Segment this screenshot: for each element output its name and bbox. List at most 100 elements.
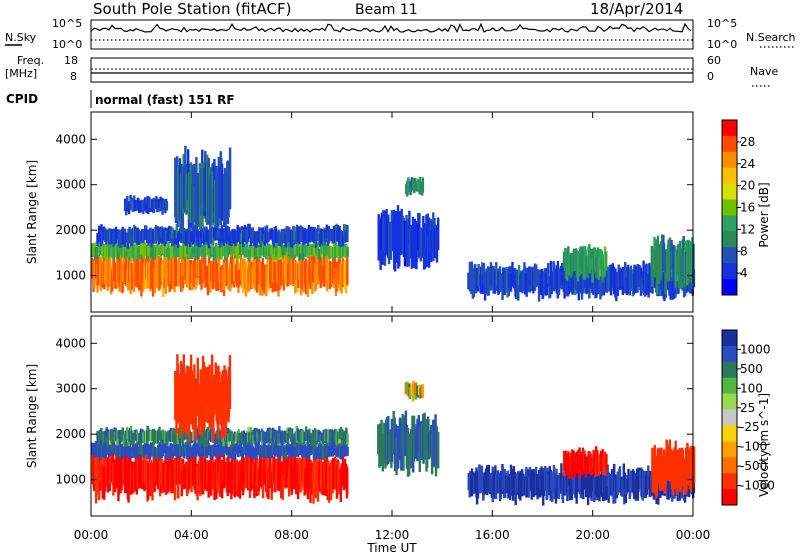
data-cell-0-288	[331, 458, 335, 490]
colorbar-swatch-9	[722, 473, 737, 490]
data-cell-6-45	[505, 475, 508, 494]
data-cell-6-41	[501, 466, 505, 492]
data-cell-6-20	[394, 226, 397, 272]
data-cell-0-191	[251, 267, 254, 289]
data-cell-4-5	[127, 201, 131, 215]
data-cell-6-208	[641, 477, 644, 501]
data-cell-2-18	[111, 229, 114, 243]
power-heatmap	[91, 145, 696, 302]
data-cell-2-236	[293, 226, 296, 241]
data-cell-7-150	[592, 266, 596, 291]
data-cell-1-243	[294, 245, 297, 256]
data-cell-0-50	[132, 270, 136, 293]
y-tick-label-2: 3000	[55, 178, 86, 192]
colorbar-swatch-1	[722, 345, 737, 363]
data-cell-2-219	[279, 431, 282, 442]
data-cell-1-163	[227, 242, 230, 255]
data-cell-4-43	[159, 200, 162, 212]
data-cell-5-22	[395, 437, 398, 476]
data-cell-2-299	[346, 226, 349, 243]
data-cell-2-112	[189, 230, 193, 243]
data-cell-0-115	[187, 258, 190, 286]
data-cell-6-61	[428, 217, 431, 268]
data-cell-1-96	[171, 447, 174, 459]
data-cell-5-12	[414, 182, 418, 192]
colorbar-tick-label-0: 28	[740, 135, 755, 149]
data-cell-3-11	[183, 367, 186, 433]
data-cell-6-181	[618, 466, 622, 492]
data-cell-0-288	[331, 251, 335, 284]
data-cell-0-273	[319, 260, 322, 289]
data-cell-2-184	[250, 227, 253, 240]
data-cell-1-278	[323, 240, 327, 254]
data-cell-1-249	[299, 443, 302, 456]
data-cell-0-171	[234, 460, 237, 498]
colorbar-swatch-9	[722, 263, 737, 280]
data-cell-2-233	[291, 428, 294, 440]
data-cell-1-186	[246, 443, 250, 457]
data-cell-0-88	[164, 261, 167, 294]
data-cell-7-60	[517, 265, 521, 285]
data-cell-7-146	[589, 268, 592, 289]
data-cell-6-22	[486, 465, 489, 496]
data-cell-4-50	[165, 201, 169, 211]
data-cell-6-16	[480, 465, 484, 493]
data-cell-7-213	[645, 263, 648, 295]
data-cell-1-67	[147, 242, 150, 256]
colorbar-swatch-4	[722, 183, 737, 200]
data-cell-9-15	[662, 243, 666, 268]
data-cell-6-51	[419, 227, 422, 258]
colorbar-tick-label-5: -100	[740, 440, 767, 454]
data-cell-0-46	[129, 258, 132, 294]
data-cell-1-105	[178, 441, 182, 456]
data-cell-2-212	[273, 429, 276, 438]
data-cell-1-52	[134, 242, 137, 257]
data-cell-1-297	[340, 447, 343, 460]
colorbar-tick-label-1: 24	[740, 157, 755, 171]
data-cell-6-6	[382, 210, 385, 251]
data-cell-0-49	[132, 254, 135, 276]
data-cell-2-250	[305, 429, 308, 440]
data-cell-0-136	[204, 265, 208, 288]
data-cell-1-17	[105, 440, 108, 455]
data-cell-2-104	[183, 427, 186, 439]
data-cell-5-18	[419, 181, 423, 195]
data-cell-1-193	[252, 447, 255, 460]
data-cell-8-44	[687, 449, 690, 486]
data-cell-3-4	[177, 165, 180, 221]
colorbar-swatch-6	[722, 425, 737, 442]
data-cell-8-18	[578, 256, 581, 277]
data-cell-3-59	[223, 365, 226, 416]
data-cell-1-267	[314, 441, 317, 454]
data-cell-1-83	[160, 445, 163, 459]
data-cell-0-135	[204, 448, 207, 487]
data-cell-1-233	[286, 240, 289, 252]
data-cell-2-282	[332, 430, 335, 445]
data-cell-7-0	[467, 272, 470, 290]
data-cell-9-29	[674, 248, 678, 288]
data-cell-6-32	[403, 220, 407, 267]
data-cell-5-4	[407, 179, 411, 192]
data-cell-1-5	[95, 441, 98, 456]
x-tick-label-4: 16:00	[475, 528, 510, 542]
data-cell-2-163	[232, 433, 235, 445]
data-cell-3-17	[188, 172, 191, 220]
data-cell-2-294	[342, 234, 345, 246]
nsky-line	[90, 22, 692, 33]
data-cell-7-30	[492, 266, 495, 294]
data-cell-2-170	[238, 432, 241, 445]
y-tick-label-3: 4000	[55, 132, 86, 146]
data-cell-1-58	[139, 440, 142, 455]
data-cell-1-305	[346, 247, 349, 257]
data-cell-1-116	[188, 244, 191, 258]
data-cell-2-141	[214, 228, 217, 238]
colorbar-swatch-8	[722, 247, 737, 264]
x-tick-label-6: 00:00	[676, 528, 711, 542]
data-cell-0-150	[216, 449, 220, 481]
data-cell-0-226	[280, 461, 283, 499]
data-cell-2-128	[203, 434, 206, 445]
data-cell-9-4	[653, 249, 657, 278]
nave-label: Nave	[750, 65, 778, 78]
data-cell-6-79	[533, 472, 536, 496]
data-cell-8-8	[657, 447, 660, 484]
